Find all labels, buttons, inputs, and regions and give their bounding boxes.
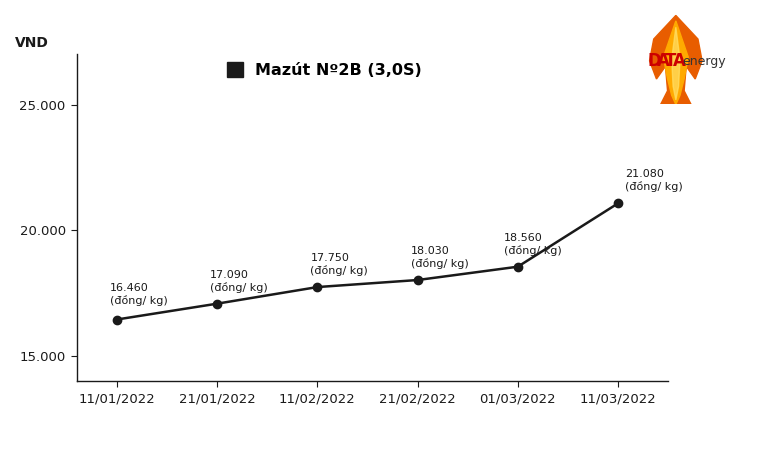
Text: 18.030
(đồng/ kg): 18.030 (đồng/ kg) xyxy=(411,246,468,269)
Text: A: A xyxy=(673,52,686,70)
Polygon shape xyxy=(650,15,702,104)
Legend: Mazút Nº2B (3,0S): Mazút Nº2B (3,0S) xyxy=(227,63,422,78)
Text: 18.560
(đồng/ kg): 18.560 (đồng/ kg) xyxy=(504,233,561,256)
Text: T: T xyxy=(665,52,677,70)
Text: A: A xyxy=(657,52,670,70)
Text: 16.460
(đồng/ kg): 16.460 (đồng/ kg) xyxy=(110,283,167,306)
Polygon shape xyxy=(672,27,680,100)
Polygon shape xyxy=(664,21,688,104)
Text: 17.090
(đồng/ kg): 17.090 (đồng/ kg) xyxy=(210,270,268,292)
Text: VND: VND xyxy=(15,36,49,50)
Text: D: D xyxy=(647,52,661,70)
Text: 17.750
(đồng/ kg): 17.750 (đồng/ kg) xyxy=(310,253,368,276)
Text: energy: energy xyxy=(682,55,726,68)
Text: 21.080
(đồng/ kg): 21.080 (đồng/ kg) xyxy=(625,169,683,192)
